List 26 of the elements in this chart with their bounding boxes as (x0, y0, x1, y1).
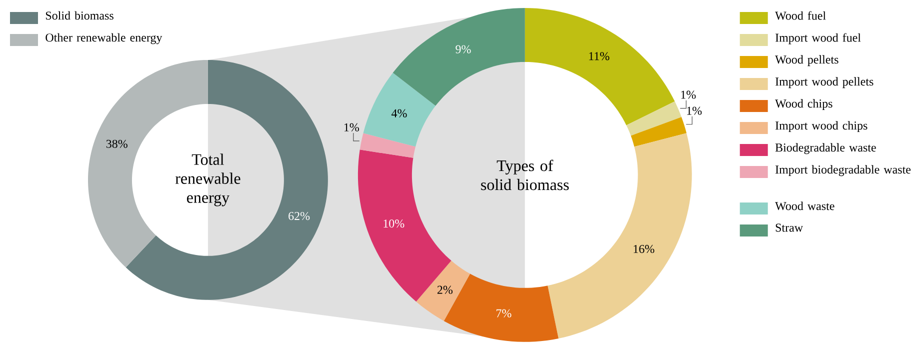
legend-label: Wood chips (775, 99, 832, 110)
legend-label: Biodegradable waste (775, 143, 876, 154)
legend-label: Import wood fuel (775, 33, 861, 44)
data-label: 7% (496, 309, 512, 318)
text: Total renewable energy (175, 154, 240, 206)
legend-label: Import wood chips (775, 121, 868, 132)
data-label: 1% (681, 90, 696, 99)
data-label: 16% (634, 244, 654, 254)
data-label: 1% (687, 106, 702, 115)
data-label: 2% (437, 286, 453, 294)
legend-label: Solid biomass (46, 11, 114, 20)
legend-label: Wood fuel (775, 11, 826, 20)
data-label: 9% (456, 45, 471, 54)
data-label: 1% (344, 123, 359, 132)
data-label: 38% (106, 140, 128, 148)
legend-label: Import wood pellets (775, 77, 874, 88)
legend-label: Wood waste (775, 202, 834, 210)
legend-label: Wood pellets (775, 55, 838, 66)
text: Types of solid biomass (481, 160, 569, 190)
legend-label: Other renewable energy (46, 33, 162, 44)
data-label: 10% (384, 220, 404, 228)
data-label: 4% (391, 109, 407, 118)
legend-label: Straw (776, 224, 803, 232)
data-label: 62% (288, 212, 310, 220)
data-label: 11% (589, 52, 610, 60)
legend-label: Import biodegradable waste (775, 165, 911, 176)
